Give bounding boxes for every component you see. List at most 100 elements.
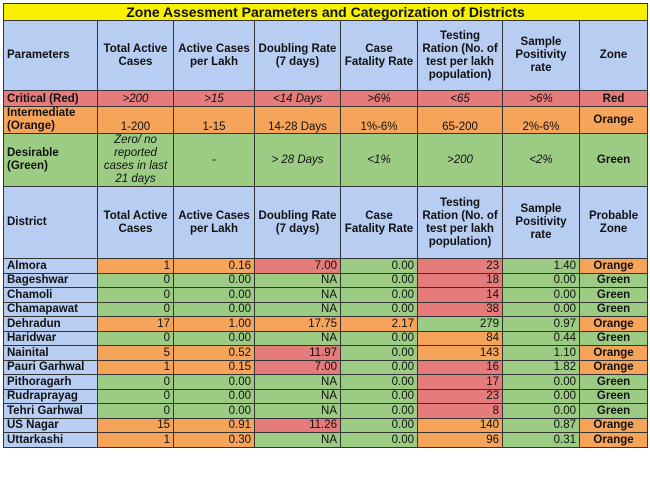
- district-row: Dehradun 17 1.00 17.75 2.17 279 0.97 Orange: [3, 316, 649, 332]
- table-cell: 0.00: [340, 272, 418, 288]
- table-cell: 1: [97, 432, 174, 448]
- table-cell: 23: [417, 258, 503, 274]
- district-row: Chamoli 0 0.00 NA 0.00 14 0.00 Green: [3, 287, 649, 303]
- table-cell: 0: [97, 301, 174, 317]
- table-cell: Orange: [578, 258, 649, 274]
- table-cell: 0.00: [340, 417, 418, 433]
- table-cell: Green: [578, 388, 649, 404]
- table-cell: 7.00: [254, 258, 341, 274]
- table-cell: Total Active Cases: [97, 20, 174, 91]
- table-cell: Tehri Garhwal: [3, 403, 98, 419]
- table-cell: NA: [254, 374, 341, 390]
- table-cell: 0: [97, 287, 174, 303]
- table-cell: 0.16: [173, 258, 255, 274]
- table-cell: 1: [97, 258, 174, 274]
- table-cell: 1.00: [173, 316, 255, 332]
- table-cell: 17.75: [254, 316, 341, 332]
- table-cell: Doubling Rate (7 days): [254, 186, 341, 259]
- table-cell: 14-28 Days: [254, 106, 341, 134]
- district-row: Chamapawat 0 0.00 NA 0.00 38 0.00 Green: [3, 301, 649, 317]
- table-cell: Critical (Red): [3, 90, 98, 107]
- table-cell: 0.00: [502, 272, 580, 288]
- criteria-row: Intermediate (Orange) 1-200 1-15 14-28 Days…: [3, 106, 649, 134]
- table-cell: 0.00: [173, 403, 255, 419]
- table-cell: Haridwar: [3, 330, 98, 346]
- table-cell: 0.15: [173, 359, 255, 375]
- table-cell: 143: [417, 345, 503, 361]
- table-cell: US Nagar: [3, 417, 98, 433]
- table-cell: Green: [578, 403, 649, 419]
- table-cell: NA: [254, 330, 341, 346]
- table-cell: 0.00: [173, 272, 255, 288]
- criteria-row: Critical (Red) >200 >15 <14 Days >6% <65 >6% Re…: [3, 90, 649, 107]
- district-row: Pauri Garhwal 1 0.15 7.00 0.00 16 1.82 Orange: [3, 359, 649, 375]
- table-cell: 84: [417, 330, 503, 346]
- table-cell: Orange: [578, 417, 649, 433]
- table-cell: 0.00: [173, 287, 255, 303]
- header-row: Parameters Total Active Cases Active Cases…: [3, 20, 649, 91]
- table-cell: 17: [97, 316, 174, 332]
- table-cell: Orange: [578, 432, 649, 448]
- table-cell: Probable Zone: [578, 186, 649, 259]
- table-cell: Orange: [578, 106, 649, 134]
- table-cell: 7.00: [254, 359, 341, 375]
- table-cell: Chamoli: [3, 287, 98, 303]
- table-cell: 0.52: [173, 345, 255, 361]
- table-cell: Intermediate (Orange): [3, 106, 98, 134]
- table-cell: 0: [97, 403, 174, 419]
- table-cell: <14 Days: [254, 90, 341, 107]
- table-cell: 11.97: [254, 345, 341, 361]
- table-cell: 0.00: [173, 388, 255, 404]
- table-cell: Testing Ration (No. of test per lakh pop…: [417, 20, 503, 91]
- table-cell: -: [173, 133, 255, 187]
- table-cell: Green: [578, 301, 649, 317]
- table-cell: Green: [578, 374, 649, 390]
- header-row: District Total Active Cases Active Cases p…: [3, 186, 649, 259]
- table-cell: Green: [578, 133, 649, 187]
- table-cell: 279: [417, 316, 503, 332]
- table-cell: Chamapawat: [3, 301, 98, 317]
- table-cell: 0.00: [502, 374, 580, 390]
- district-row: Pithoragarh 0 0.00 NA 0.00 17 0.00 Green: [3, 374, 649, 390]
- table-cell: 0.31: [502, 432, 580, 448]
- table-cell: Green: [578, 287, 649, 303]
- table-cell: 23: [417, 388, 503, 404]
- table-cell: 0.00: [502, 403, 580, 419]
- table-cell: 0.00: [502, 388, 580, 404]
- table-cell: Zone: [578, 20, 649, 91]
- table-cell: Green: [578, 272, 649, 288]
- table-cell: <65: [417, 90, 503, 107]
- district-row: Uttarkashi 1 0.30 NA 0.00 96 0.31 Orange: [3, 432, 649, 448]
- table-cell: 1%-6%: [340, 106, 418, 134]
- table-cell: >15: [173, 90, 255, 107]
- table-cell: 15: [97, 417, 174, 433]
- table-cell: Nainital: [3, 345, 98, 361]
- table-cell: Desirable (Green): [3, 133, 98, 187]
- criteria-row: Desirable (Green) Zero/ no reported cases…: [3, 133, 649, 187]
- table-cell: 0.00: [340, 359, 418, 375]
- table-cell: 0.00: [340, 258, 418, 274]
- table-cell: Case Fatality Rate: [340, 186, 418, 259]
- table-cell: 0.97: [502, 316, 580, 332]
- table-cell: Orange: [578, 345, 649, 361]
- district-row: Tehri Garhwal 0 0.00 NA 0.00 8 0.00 Green: [3, 403, 649, 419]
- table-cell: Orange: [578, 316, 649, 332]
- table-cell: NA: [254, 272, 341, 288]
- table-cell: NA: [254, 403, 341, 419]
- table-cell: Dehradun: [3, 316, 98, 332]
- table-cell: 0.00: [502, 301, 580, 317]
- table-cell: 96: [417, 432, 503, 448]
- table-cell: Total Active Cases: [97, 186, 174, 259]
- table-cell: Red: [578, 90, 649, 107]
- table-cell: NA: [254, 301, 341, 317]
- district-row: Haridwar 0 0.00 NA 0.00 84 0.44 Green: [3, 330, 649, 346]
- table-cell: 1-15: [173, 106, 255, 134]
- table-cell: 0.00: [340, 403, 418, 419]
- table-cell: Active Cases per Lakh: [173, 20, 255, 91]
- table-cell: 0.00: [340, 432, 418, 448]
- table-cell: 0.00: [340, 388, 418, 404]
- table-cell: 0: [97, 272, 174, 288]
- table-cell: 1: [97, 359, 174, 375]
- table-cell: Doubling Rate (7 days): [254, 20, 341, 91]
- table-cell: 1.82: [502, 359, 580, 375]
